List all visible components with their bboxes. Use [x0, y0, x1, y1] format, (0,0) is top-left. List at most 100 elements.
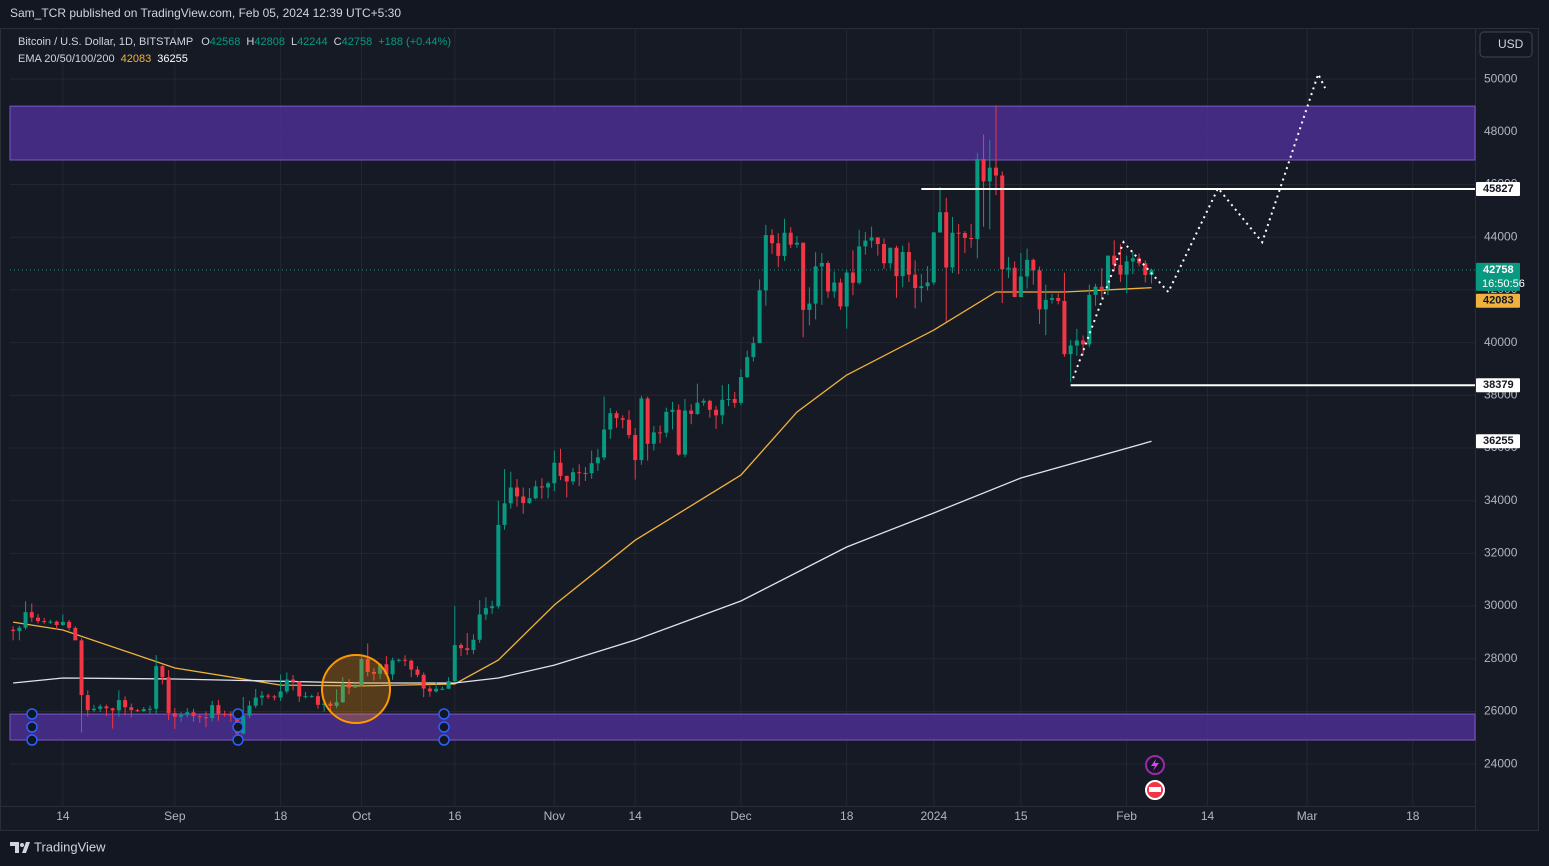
candle-body [1081, 340, 1086, 345]
candle-body [570, 472, 575, 482]
x-tick-label: 18 [274, 809, 288, 823]
candle-body [179, 714, 184, 717]
logo-text: TradingView [34, 839, 106, 854]
candle-body [147, 708, 152, 710]
ema-value: 36255 [157, 53, 188, 65]
ema-tag-bg [1476, 434, 1520, 449]
candle-body [782, 232, 787, 256]
highlight-circle [321, 654, 391, 724]
candle-body [1099, 286, 1104, 290]
candle-body [465, 648, 470, 651]
candle-body [129, 707, 134, 711]
candle-body [23, 612, 28, 628]
candle-body [1105, 255, 1110, 290]
x-tick-label: Feb [1116, 809, 1137, 823]
candle-body [172, 713, 177, 717]
candle-body [1068, 345, 1073, 355]
candle-body [919, 286, 924, 289]
candle-body [340, 684, 345, 703]
handle [232, 721, 244, 733]
candle-body [626, 419, 631, 436]
candle-body [415, 669, 420, 675]
chart-frame [0, 28, 1539, 831]
candle-body [98, 706, 103, 709]
candle-body [595, 457, 600, 464]
candle-body [502, 503, 507, 525]
candle-body [583, 472, 588, 474]
y-tick-label: 26000 [1484, 704, 1518, 718]
candle-body [794, 242, 799, 245]
candle-body [639, 398, 644, 461]
candle-body [216, 705, 221, 715]
x-tick-label: 14 [1201, 809, 1215, 823]
candle-body [776, 243, 781, 256]
candle-body [682, 410, 687, 455]
candle-body [191, 712, 196, 717]
candle-body [863, 240, 868, 247]
candle-body [745, 357, 750, 378]
candle-body [203, 717, 208, 719]
candle-body [670, 409, 675, 412]
candle-body [228, 714, 233, 716]
candle-body [589, 463, 594, 474]
candle-body [185, 712, 190, 715]
candle-body [1012, 267, 1017, 298]
candle-body [900, 251, 905, 277]
candle-body [42, 621, 47, 623]
candle-body [993, 167, 998, 176]
ohlc-label: H [246, 36, 254, 48]
candle-body [1049, 298, 1054, 300]
candle-body [651, 432, 656, 444]
x-tick-label: Mar [1297, 809, 1318, 823]
candle-body [757, 290, 762, 344]
y-tick-label: 48000 [1484, 124, 1518, 138]
currency-label[interactable]: USD [1498, 37, 1524, 51]
ema-tag: 42083 [1483, 295, 1514, 307]
x-tick-label: Dec [730, 809, 751, 823]
y-tick-label: 40000 [1484, 335, 1518, 349]
ohlc-value: 42808 [254, 36, 285, 48]
candle-body [975, 158, 980, 240]
candle-body [421, 674, 426, 689]
x-tick-label: 14 [56, 809, 70, 823]
x-tick-label: 14 [629, 809, 643, 823]
x-tick-label: 2024 [920, 809, 947, 823]
candle-body [875, 237, 880, 245]
candle-body [770, 235, 775, 244]
level-tag-bg [1476, 182, 1520, 197]
candle-body [17, 627, 22, 632]
x-tick-label: Oct [352, 809, 371, 823]
candle-body [222, 714, 227, 716]
candle-body [788, 232, 793, 245]
candle-body [135, 710, 140, 712]
candle-body [707, 400, 712, 410]
ema-line [12, 287, 1152, 687]
candle-body [944, 212, 949, 268]
candle-body [378, 664, 383, 674]
candle-body [359, 659, 364, 686]
candle-body [1056, 298, 1061, 301]
candle-body [315, 696, 320, 705]
candle-body [1043, 299, 1048, 310]
ema-tag-bg [1476, 293, 1520, 308]
currency-button[interactable] [1479, 31, 1533, 58]
candle-body [981, 158, 986, 182]
candle-body [539, 486, 544, 488]
candle-body [844, 272, 849, 307]
candle-body [272, 696, 277, 698]
candle-body [726, 398, 731, 400]
ema-tag: 36255 [1483, 435, 1514, 447]
candle-body [913, 274, 918, 289]
candle-body [471, 639, 476, 651]
candle-body [689, 410, 694, 414]
candle-body [284, 679, 289, 692]
logo: TradingView [10, 839, 106, 854]
candle-body [564, 475, 569, 482]
candle-body [29, 612, 34, 618]
candle-body [838, 282, 843, 307]
y-tick-label: 30000 [1484, 598, 1518, 612]
candle-body [396, 659, 401, 661]
candle-body [714, 409, 719, 416]
candle-body [490, 606, 495, 609]
candle-body [1112, 255, 1117, 265]
